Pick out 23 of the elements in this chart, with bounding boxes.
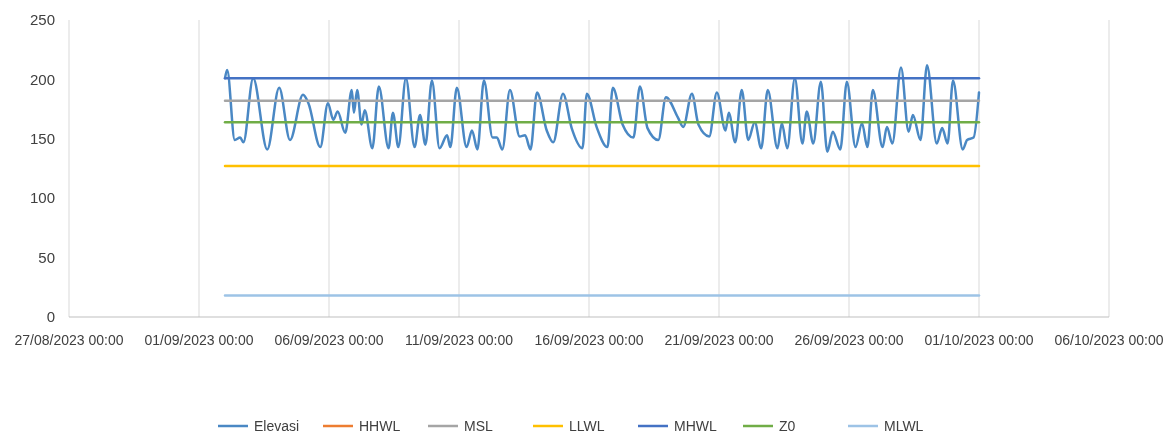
line-series [223, 63, 981, 154]
x-tick-label: 06/10/2023 00:00 [1054, 332, 1164, 348]
y-tick-label: 150 [29, 130, 55, 148]
y-tick-label: 250 [29, 11, 55, 29]
x-tick-label: 21/09/2023 00:00 [664, 332, 774, 348]
legend-label: LLWL [569, 418, 605, 434]
x-tick-label: 26/09/2023 00:00 [794, 332, 904, 348]
x-tick-label: 11/09/2023 00:00 [405, 332, 514, 348]
legend-label: Elevasi [254, 418, 300, 434]
legend-label: HHWL [359, 418, 401, 434]
y-tick-label: 0 [46, 308, 55, 326]
x-tick-label: 06/09/2023 00:00 [274, 332, 384, 348]
x-tick-label: 01/09/2023 00:00 [144, 332, 254, 348]
y-tick-label: 100 [29, 189, 55, 207]
legend-label: MHWL [674, 418, 717, 434]
x-tick-label: 16/09/2023 00:00 [534, 332, 644, 348]
y-tick-label: 200 [29, 70, 55, 88]
legend-label: MSL [464, 418, 493, 434]
legend-label: Z0 [779, 418, 796, 434]
legend-label: MLWL [884, 418, 924, 434]
x-tick-label: 01/10/2023 00:00 [924, 332, 1034, 348]
y-tick-label: 50 [38, 248, 55, 266]
x-tick-label: 27/08/2023 00:00 [14, 332, 124, 348]
